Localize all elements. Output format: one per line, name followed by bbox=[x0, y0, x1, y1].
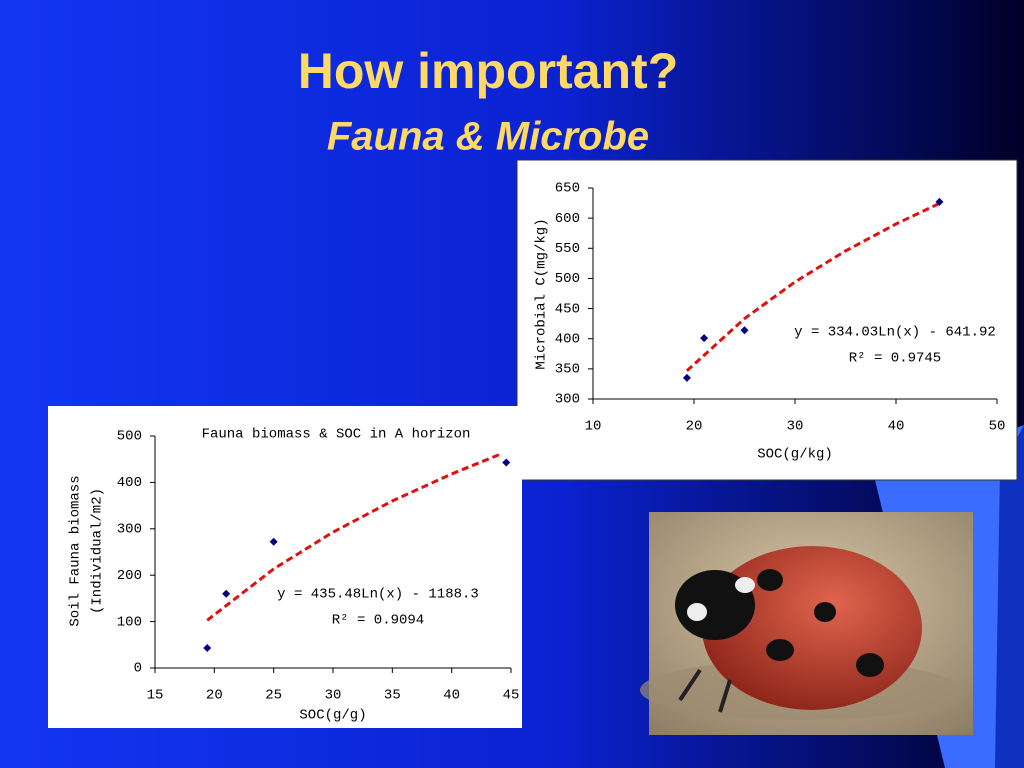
ladybug-mark bbox=[735, 577, 755, 593]
y-tick-label: 300 bbox=[555, 392, 580, 408]
x-tick-label: 45 bbox=[503, 688, 520, 704]
ladybug-mark bbox=[687, 603, 707, 621]
y-axis-label: Microbial C(mg/kg) bbox=[534, 218, 550, 369]
data-point bbox=[222, 589, 231, 598]
x-tick-label: 35 bbox=[384, 688, 401, 704]
x-tick-label: 30 bbox=[787, 419, 804, 435]
y-tick-label: 550 bbox=[555, 241, 580, 257]
microbial-chart: 300 350 400 450 500 550 600 650 10 20 30 40 50 SOC(g/… bbox=[516, 159, 1018, 481]
x-axis-label: SOC(g/kg) bbox=[757, 447, 833, 463]
y-tick-label: 400 bbox=[555, 331, 580, 347]
y-tick-label: 500 bbox=[117, 429, 142, 445]
x-tick-label: 10 bbox=[585, 419, 602, 435]
data-point bbox=[682, 373, 691, 382]
x-tick-label: 15 bbox=[147, 688, 164, 704]
decor-band-dark bbox=[995, 425, 1024, 768]
y-axis-label: Soil Fauna biomass bbox=[68, 475, 84, 626]
x-tick-label: 40 bbox=[443, 688, 460, 704]
y-tick-label: 400 bbox=[117, 475, 142, 491]
ladybug-photo bbox=[640, 512, 973, 735]
chart-title: Fauna biomass & SOC in A horizon bbox=[202, 427, 471, 443]
data-point bbox=[203, 644, 212, 653]
data-point bbox=[502, 458, 511, 467]
y-tick-label: 350 bbox=[555, 362, 580, 378]
data-point bbox=[740, 326, 749, 335]
trend-r2: R² = 0.9745 bbox=[849, 351, 941, 367]
x-tick-label: 20 bbox=[206, 688, 223, 704]
y-tick-label: 200 bbox=[117, 568, 142, 584]
y-tick-label: 650 bbox=[555, 181, 580, 197]
x-tick-label: 50 bbox=[989, 419, 1006, 435]
x-axis-label: SOC(g/g) bbox=[299, 708, 366, 724]
trend-equation: y = 435.48Ln(x) - 1188.3 bbox=[277, 587, 479, 603]
x-tick-label: 30 bbox=[325, 688, 342, 704]
data-point bbox=[269, 537, 278, 546]
trend-r2: R² = 0.9094 bbox=[332, 613, 424, 629]
y-tick-label: 450 bbox=[555, 301, 580, 317]
trendline bbox=[206, 453, 500, 622]
y-tick-label: 500 bbox=[555, 271, 580, 287]
ladybug-head bbox=[675, 570, 755, 640]
y-axis-label: (Individual/m2) bbox=[90, 488, 106, 614]
ladybug-spot bbox=[814, 602, 836, 622]
data-point bbox=[935, 197, 944, 206]
ladybug-spot bbox=[757, 569, 783, 591]
ladybug-legs bbox=[678, 668, 732, 713]
chart-box bbox=[48, 406, 522, 728]
trendline bbox=[685, 202, 941, 372]
ladybug-spot bbox=[766, 639, 794, 661]
x-tick-label: 20 bbox=[686, 419, 703, 435]
subtitle: Fauna & Microbe bbox=[327, 115, 649, 159]
data-point bbox=[700, 334, 709, 343]
ladybug-spot bbox=[856, 653, 884, 677]
y-tick-label: 600 bbox=[555, 211, 580, 227]
fauna-chart: 0 100 200 300 400 500 15 20 25 30 35 40 45 SOC(g/g) So… bbox=[48, 406, 522, 728]
trend-equation: y = 334.03Ln(x) - 641.92 bbox=[794, 325, 996, 341]
x-tick-label: 25 bbox=[265, 688, 282, 704]
y-tick-label: 0 bbox=[134, 661, 142, 677]
x-tick-label: 40 bbox=[888, 419, 905, 435]
y-tick-label: 300 bbox=[117, 522, 142, 538]
y-tick-label: 100 bbox=[117, 614, 142, 630]
title: How important? bbox=[298, 43, 679, 99]
chart-box bbox=[516, 159, 1018, 481]
